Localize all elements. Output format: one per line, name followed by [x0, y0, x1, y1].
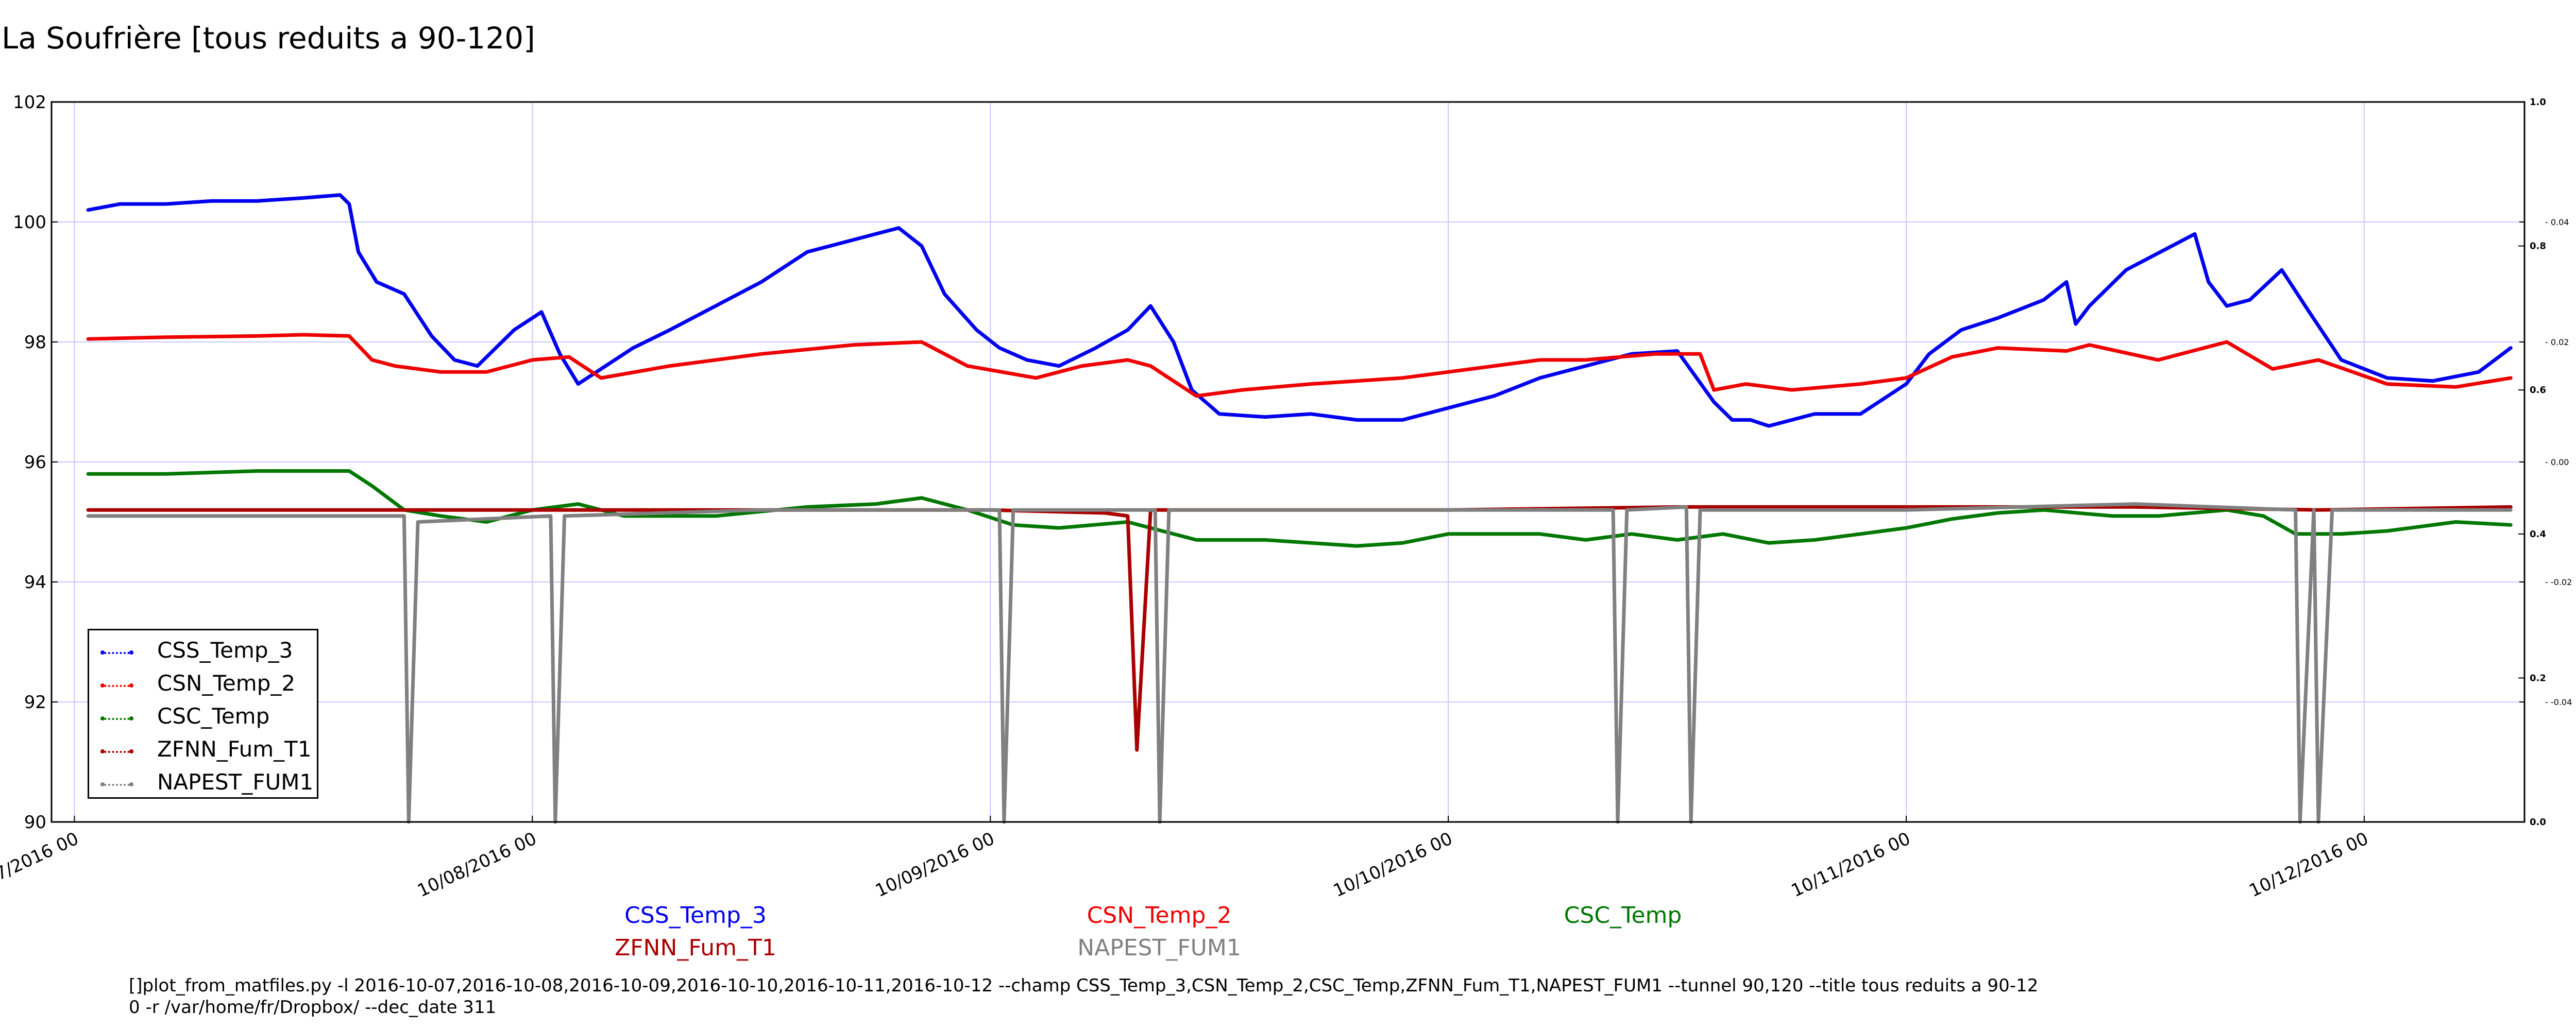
legend-marker	[129, 716, 133, 720]
series-label: CSS_Temp_3	[624, 902, 767, 929]
x-tick-label: 10/12/2016 00	[2246, 828, 2372, 901]
legend-swatch	[100, 749, 133, 753]
right-inner-tick-label: - -0.02	[2545, 577, 2572, 587]
x-tick-label: 10/08/2016 00	[414, 828, 540, 901]
right-outer-tick-label: 0.8	[2530, 241, 2546, 252]
legend: CSS_Temp_3 CSN_Temp_2 CSC_Temp ZFNN_Fum_T1 N…	[88, 629, 318, 799]
legend-marker	[100, 650, 105, 655]
y-tick-label: 92	[24, 692, 46, 713]
x-tick-label: 10/10/2016 00	[1330, 828, 1456, 901]
x-tick-label: 10/09/2016 00	[872, 828, 998, 901]
legend-label: NAPEST_FUM1	[157, 769, 314, 795]
command-line-2: 0 -r /var/home/fr/Dropbox/ --dec_date 31…	[129, 997, 497, 1018]
series-line-css-temp-3	[86, 193, 2513, 428]
series-line-csc-temp	[86, 469, 2513, 548]
legend-marker	[129, 749, 133, 753]
right-outer-tick-label: 0.4	[2530, 529, 2546, 540]
plot-area	[86, 193, 2513, 824]
right-outer-tick-label: 0.6	[2530, 385, 2546, 396]
y-tick-label: 98	[24, 332, 46, 353]
series-line-napest-fum1	[86, 502, 2513, 824]
y-tick-label: 90	[24, 812, 46, 833]
legend-label: CSC_Temp	[157, 703, 270, 729]
series-line-csn-temp-2	[86, 333, 2513, 398]
legend-marker	[129, 782, 133, 786]
legend-marker	[100, 683, 105, 688]
legend-label: CSS_Temp_3	[157, 638, 293, 663]
legend-swatch	[100, 782, 133, 786]
series-label: CSC_Temp	[1564, 902, 1682, 929]
legend-item: NAPEST_FUM1	[89, 768, 317, 801]
legend-marker	[129, 683, 133, 688]
legend-swatch	[100, 716, 133, 720]
right-inner-tick-label: - 0.02	[2545, 337, 2569, 347]
legend-swatch	[100, 683, 133, 688]
right-inner-tick-label: - -0.04	[2545, 697, 2572, 707]
right-outer-tick-label: 1.0	[2530, 97, 2546, 108]
y-tick-label: 100	[13, 212, 46, 233]
y-tick-label: 94	[24, 572, 46, 593]
grid	[52, 102, 2524, 822]
right-outer-tick-label: 0.2	[2530, 673, 2546, 683]
y-tick-label: 96	[24, 452, 46, 473]
legend-swatch	[100, 650, 133, 655]
right-inner-tick-label: - 0.00	[2545, 457, 2569, 467]
legend-item: CSS_Temp_3	[89, 637, 317, 670]
x-tick-label: 10/11/2016 00	[1788, 828, 1914, 901]
legend-marker	[129, 650, 133, 655]
legend-marker	[100, 782, 105, 786]
right-inner-tick-label: - 0.04	[2545, 217, 2569, 227]
legend-marker	[100, 716, 105, 720]
legend-item: ZFNN_Fum_T1	[89, 735, 317, 768]
chart-title: La Soufrière [tous reduits a 90-120]	[2, 21, 535, 56]
legend-item: CSC_Temp	[89, 702, 317, 735]
legend-marker	[100, 749, 105, 753]
legend-label: ZFNN_Fum_T1	[157, 736, 312, 762]
command-line: []plot_from_matfiles.py -l 2016-10-07,20…	[129, 975, 2038, 1018]
series-label: CSN_Temp_2	[1087, 902, 1232, 929]
x-tick-label: 10/07/2016 00	[0, 828, 82, 901]
legend-item: CSN_Temp_2	[89, 670, 317, 702]
command-line-1: []plot_from_matfiles.py -l 2016-10-07,20…	[129, 975, 2039, 996]
series-label: NAPEST_FUM1	[1077, 935, 1241, 961]
y-tick-label: 102	[13, 92, 46, 113]
right-outer-tick-label: 0.0	[2530, 817, 2546, 828]
series-label: ZFNN_Fum_T1	[615, 935, 776, 961]
legend-label: CSN_Temp_2	[157, 671, 296, 696]
